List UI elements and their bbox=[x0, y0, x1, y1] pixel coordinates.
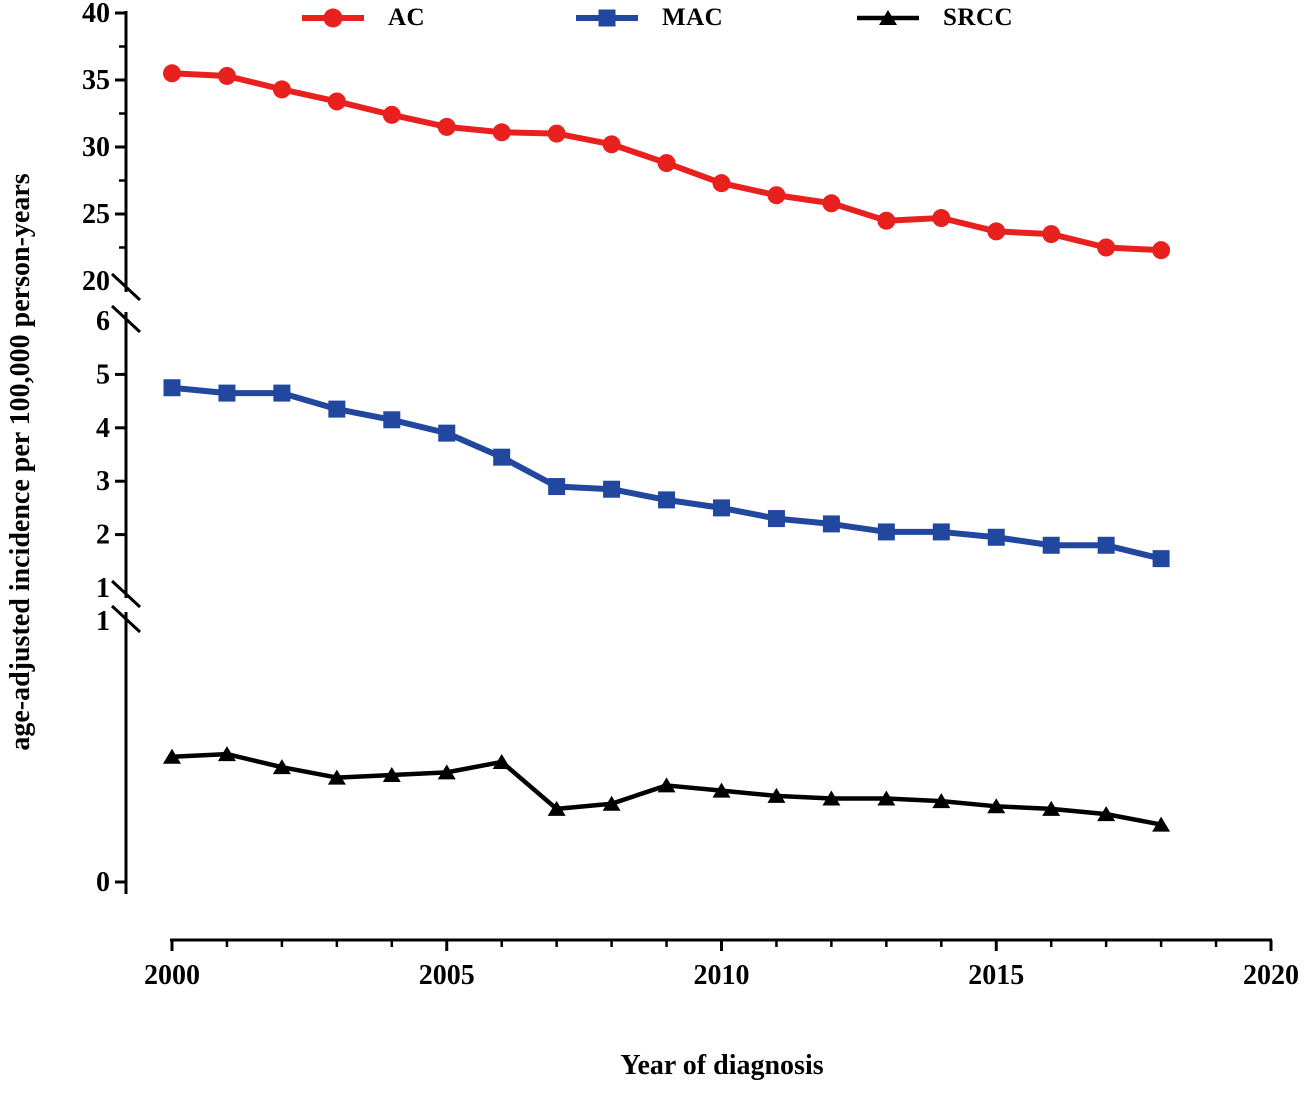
mac-legend-marker-icon bbox=[574, 1, 640, 35]
x-axis: 2000 2005 2010 2015 2020 bbox=[144, 938, 1299, 991]
legend: AC MAC SRCC bbox=[0, 0, 1305, 40]
legend-label-srcc: SRCC bbox=[943, 4, 1014, 31]
svg-text:2015: 2015 bbox=[968, 960, 1024, 991]
y-axis-segment-1: 6 5 4 3 2 1 bbox=[96, 304, 142, 609]
svg-text:35: 35 bbox=[82, 65, 110, 96]
svg-text:3: 3 bbox=[96, 466, 110, 497]
legend-item-srcc: SRCC bbox=[855, 0, 1013, 36]
x-axis-title: Year of diagnosis bbox=[620, 1050, 824, 1081]
svg-text:1: 1 bbox=[96, 573, 110, 604]
svg-text:25: 25 bbox=[82, 199, 110, 230]
svg-text:2: 2 bbox=[96, 520, 110, 551]
svg-text:2010: 2010 bbox=[694, 960, 750, 991]
ac-legend-marker-icon bbox=[300, 1, 366, 35]
svg-text:30: 30 bbox=[82, 132, 110, 163]
series-mac bbox=[163, 379, 1170, 568]
srcc-legend-marker-icon bbox=[855, 1, 921, 35]
svg-text:6: 6 bbox=[96, 306, 110, 337]
svg-text:4: 4 bbox=[96, 413, 110, 444]
legend-label-mac: MAC bbox=[662, 4, 724, 31]
svg-text:40: 40 bbox=[82, 0, 110, 29]
legend-item-mac: MAC bbox=[574, 0, 723, 36]
svg-text:0: 0 bbox=[96, 867, 110, 898]
series-srcc bbox=[163, 746, 1171, 832]
y-axis-segment-2: 10 bbox=[96, 604, 142, 898]
y-axis-segment-0: 40 35 30 25 20 bbox=[82, 0, 142, 302]
legend-label-ac: AC bbox=[388, 4, 426, 31]
svg-text:2020: 2020 bbox=[1243, 960, 1299, 991]
svg-text:2005: 2005 bbox=[419, 960, 475, 991]
y-axis-title: age-adjusted incidence per 100,000 perso… bbox=[5, 173, 36, 751]
svg-text:20: 20 bbox=[82, 266, 110, 297]
svg-text:5: 5 bbox=[96, 359, 110, 390]
legend-item-ac: AC bbox=[300, 0, 425, 36]
svg-text:2000: 2000 bbox=[144, 960, 200, 991]
series-ac bbox=[163, 64, 1171, 260]
svg-text:1: 1 bbox=[96, 606, 110, 637]
